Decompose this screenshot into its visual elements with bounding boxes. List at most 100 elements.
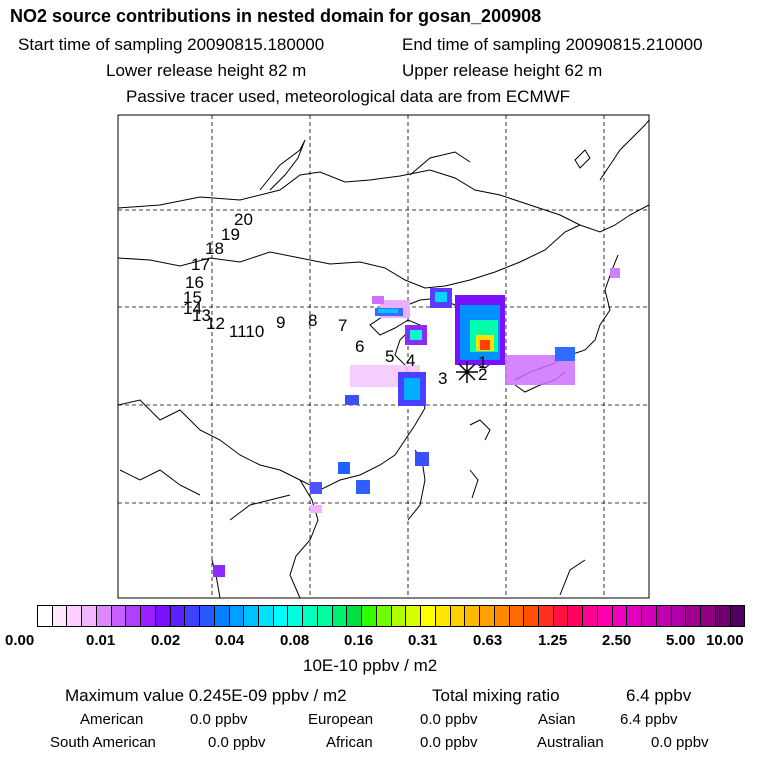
colorbar-swatch [391,606,407,626]
colorbar-swatch [450,606,466,626]
region-value: 0.0 ppbv [420,734,478,751]
colorbar-swatch [480,606,495,626]
colorbar-tick: 10.00 [706,632,744,649]
colorbar-swatch [538,606,554,626]
trajectory-label: 2 [478,365,487,384]
colorbar-swatch [494,606,510,626]
colorbar-swatch [155,606,171,626]
plot-title: NO2 source contributions in nested domai… [10,6,542,26]
trajectory-label: 19 [221,225,240,244]
colorbar-tick: 0.63 [473,632,503,649]
trajectory-label: 4 [406,351,415,370]
region-name: South American [50,734,156,751]
upper-release-height: Upper release height 62 m [402,61,603,80]
colorbar-swatch [376,606,392,626]
colorbar-swatch [715,606,731,626]
concentration-field [213,268,620,577]
colorbar-swatch [524,606,539,626]
colorbar-swatch [332,606,348,626]
colorbar [37,605,745,627]
colorbar-tick: 1.25 [538,632,568,649]
colorbar-swatch [200,606,215,626]
region-value: 0.0 ppbv [651,734,709,751]
colorbar-swatch [435,606,451,626]
colorbar-swatch [568,606,584,626]
colorbar-swatch [642,606,657,626]
colorbar-swatch [421,606,436,626]
trajectory-labels: 1 2 3 4 5 6 7 8 9 1110 12 13 14 15 16 17… [183,210,487,388]
colorbar-swatch [509,606,525,626]
colorbar-swatch [465,606,481,626]
start-time: Start time of sampling 20090815.180000 [18,35,325,54]
lower-release-height: Lower release height 82 m [106,61,307,80]
region-value: 0.0 ppbv [190,711,248,728]
colorbar-unit: 10E-10 ppbv / m2 [303,656,438,675]
colorbar-swatch [214,606,230,626]
region-name: European [308,711,374,728]
colorbar-swatch [612,606,628,626]
colorbar-swatch [597,606,613,626]
trajectory-label: 17 [191,255,210,274]
colorbar-swatch [96,606,112,626]
trajectory-label: 6 [355,337,364,356]
trajectory-label: 15 [183,288,202,307]
colorbar-swatch [185,606,201,626]
colorbar-swatch [583,606,598,626]
colorbar-swatch [126,606,142,626]
colorbar-swatch [170,606,186,626]
colorbar-swatch [656,606,672,626]
colorbar-swatch [671,606,687,626]
trajectory-label: 1 [478,353,487,372]
colorbar-tick: 0.02 [151,632,181,649]
trajectory-label: 20 [234,210,253,229]
colorbar-tick: 0.04 [215,632,245,649]
colorbar-swatch [730,606,745,626]
trajectory-label: 3 [438,369,447,388]
trajectory-label: 8 [308,311,317,330]
colorbar-swatch [406,606,422,626]
colorbar-tick: 5.00 [666,632,696,649]
colorbar-swatch [229,606,245,626]
colorbar-swatch [52,606,68,626]
colorbar-tick: 0.31 [408,632,438,649]
colorbar-swatch [259,606,274,626]
colorbar-swatch [141,606,156,626]
colorbar-tick: 0.01 [86,632,116,649]
lat-lon-grid [118,115,649,598]
trajectory-label: 1110 [229,322,264,341]
colorbar-swatch [347,606,363,626]
colorbar-swatch [686,606,702,626]
star-marker [456,361,478,383]
colorbar-swatch [701,606,716,626]
trajectory-label: 9 [276,313,285,332]
colorbar-swatch [244,606,260,626]
colorbar-swatch [67,606,83,626]
trajectory-label: 16 [185,273,204,292]
colorbar-swatch [38,606,53,626]
colorbar-swatch [553,606,569,626]
colorbar-tick: 2.50 [602,632,632,649]
trajectory-label: 12 [206,314,225,333]
colorbar-swatch [273,606,289,626]
colorbar-swatch [362,606,377,626]
end-time: End time of sampling 20090815.210000 [402,35,703,54]
colorbar-tick: 0.00 [5,632,35,649]
max-value: Maximum value 0.245E-09 ppbv / m2 [65,686,347,705]
trajectory-label: 7 [338,316,347,335]
colorbar-swatch [627,606,643,626]
colorbar-tick: 0.16 [344,632,374,649]
tracer-note: Passive tracer used, meteorological data… [126,87,571,106]
trajectory-label: 13 [192,306,211,325]
colorbar-swatch [317,606,333,626]
trajectory-label: 5 [385,347,394,366]
map-panel: 1 2 3 4 5 6 7 8 9 1110 12 13 14 15 16 17… [117,114,650,599]
region-name: Asian [538,711,576,728]
region-name: American [80,711,144,728]
colorbar-tick: 0.08 [280,632,310,649]
colorbar-swatch [303,606,318,626]
trajectory-label: 14 [183,299,202,318]
total-mixing-label: Total mixing ratio [432,686,560,705]
colorbar-swatch [288,606,304,626]
trajectory-label: 18 [205,239,224,258]
region-value: 0.0 ppbv [420,711,478,728]
